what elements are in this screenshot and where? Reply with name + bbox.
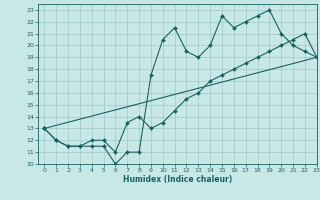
X-axis label: Humidex (Indice chaleur): Humidex (Indice chaleur) xyxy=(123,175,232,184)
